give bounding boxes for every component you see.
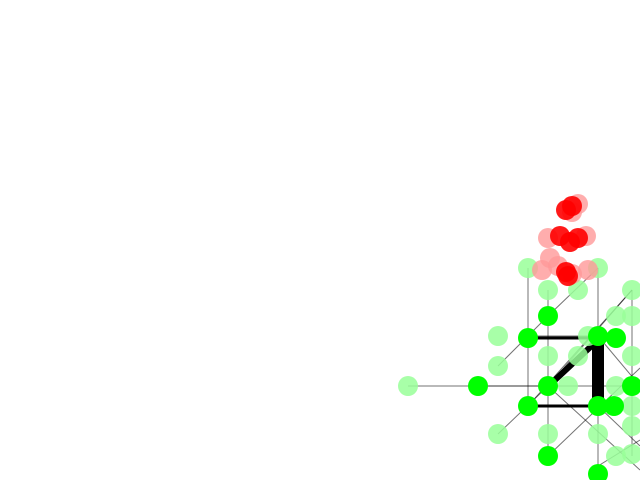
- particle: [562, 196, 582, 216]
- graph-node-faded: [538, 346, 558, 366]
- graph-edge-bar: [592, 338, 604, 410]
- graph-node: [538, 376, 558, 396]
- graph-node-faded: [622, 306, 640, 326]
- graph-node-faded: [606, 376, 626, 396]
- graph-node-faded: [588, 424, 608, 444]
- graph-node: [606, 328, 626, 348]
- graph-node: [588, 464, 608, 480]
- graph-node-faded: [568, 280, 588, 300]
- graph-node-faded: [606, 446, 626, 466]
- particle: [558, 266, 578, 286]
- graph-node: [588, 396, 608, 416]
- particle-faded: [532, 260, 552, 280]
- graph-node-faded: [488, 424, 508, 444]
- graph-node-faded: [622, 416, 640, 436]
- particle: [568, 228, 588, 248]
- graph-node: [538, 446, 558, 466]
- graph-node-faded: [622, 346, 640, 366]
- graph-node-faded: [558, 376, 578, 396]
- graph-node: [518, 328, 538, 348]
- graph-node-faded: [622, 444, 640, 464]
- graph-node-faded: [488, 326, 508, 346]
- graph-node-faded: [622, 280, 640, 300]
- particles-layer: [532, 194, 598, 286]
- nodes-layer: [398, 258, 640, 480]
- graph-node-faded: [538, 424, 558, 444]
- graph-node: [604, 396, 624, 416]
- graph-node-faded: [606, 306, 626, 326]
- graph-node-faded: [538, 280, 558, 300]
- graph-node: [622, 376, 640, 396]
- particle-faded: [578, 260, 598, 280]
- graph-node-faded: [622, 396, 640, 416]
- edges-layer: [408, 267, 640, 476]
- graph-node: [468, 376, 488, 396]
- graph-node: [538, 306, 558, 326]
- graph-node-faded: [488, 356, 508, 376]
- graph-node: [518, 396, 538, 416]
- graph-node-faded: [398, 376, 418, 396]
- graph-node-faded: [568, 346, 588, 366]
- graph-node: [588, 326, 608, 346]
